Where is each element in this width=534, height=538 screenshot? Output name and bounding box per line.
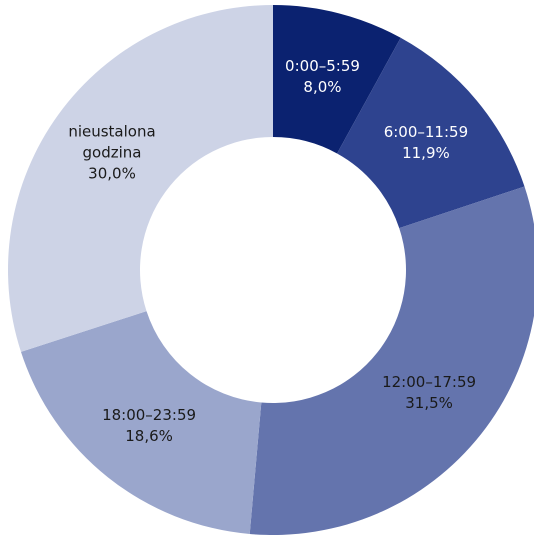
slice xyxy=(7,5,274,352)
category-label: 0:00–5:59 xyxy=(285,57,360,76)
slice-label: 6:00–11:59 11,9% xyxy=(366,122,486,164)
slice xyxy=(337,37,525,229)
value-label: 31,5% xyxy=(405,394,453,413)
value-label: 18,6% xyxy=(125,426,173,445)
category-label: nieustalona godzina xyxy=(68,122,156,162)
slice xyxy=(273,5,401,154)
value-label: 8,0% xyxy=(303,78,342,97)
slice-label: 18:00–23:59 18,6% xyxy=(89,405,209,447)
value-label: 11,9% xyxy=(402,143,450,162)
slice xyxy=(20,311,262,534)
slice-label: 12:00–17:59 31,5% xyxy=(369,372,489,414)
category-label: 6:00–11:59 xyxy=(383,122,469,141)
slice xyxy=(249,186,534,535)
category-label: 12:00–17:59 xyxy=(382,373,477,392)
slice-label: nieustalona godzina 30,0% xyxy=(52,122,172,185)
value-label: 30,0% xyxy=(88,164,136,183)
category-label: 18:00–23:59 xyxy=(102,405,197,424)
slice-label: 0:00–5:59 8,0% xyxy=(262,56,382,98)
